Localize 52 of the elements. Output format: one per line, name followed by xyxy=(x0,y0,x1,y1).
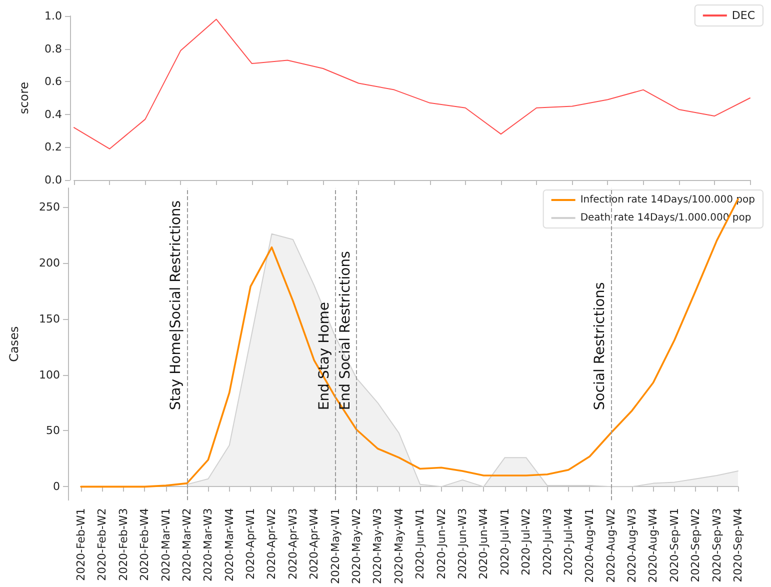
y-tick-label: 150 xyxy=(39,312,60,326)
y-tick-label: 50 xyxy=(46,424,60,438)
y-tick-label: 0.4 xyxy=(44,108,62,121)
x-tick-label: 2020-Sep-W2 xyxy=(689,508,702,582)
x-tick-label: 2020-Aug-W2 xyxy=(604,508,618,583)
ref-line-label: Social Restrictions xyxy=(592,282,608,410)
x-tick-label: 2020-May-W4 xyxy=(392,508,406,584)
x-tick-label: 2020-Mar-W1 xyxy=(159,508,172,582)
y-tick-label: 0.6 xyxy=(44,75,62,88)
ref-line-label: End Stay Home xyxy=(316,302,332,410)
x-tick-label: 2020-Feb-W3 xyxy=(116,508,130,581)
ref-line-label: End Social Restrictions xyxy=(338,251,354,410)
line-series xyxy=(74,18,750,150)
x-tick-label: 2020-Apr-W4 xyxy=(308,508,321,580)
y-tick-label: 0.0 xyxy=(44,174,62,186)
x-tick-label: 2020-Jul-W3 xyxy=(540,508,554,576)
x-tick-label: 2020-Jun-W3 xyxy=(456,508,469,580)
x-tick-label: 2020-Feb-W1 xyxy=(74,508,88,581)
x-tick-label: 2020-May-W3 xyxy=(371,508,384,584)
y-tick-label: 0.8 xyxy=(44,42,62,56)
y-tick-label: 250 xyxy=(39,200,60,214)
x-tick-label: 2020-Jul-W1 xyxy=(498,508,512,576)
x-tick-label: 2020-Sep-W1 xyxy=(668,508,681,582)
y-axis-title: score xyxy=(17,82,31,114)
x-tick-label: 2020-Aug-W3 xyxy=(626,508,639,583)
x-tick-label: 2020-Apr-W2 xyxy=(265,508,278,580)
x-tick-label: 2020-Sep-W3 xyxy=(710,508,724,582)
x-tick-label: 2020-Feb-W4 xyxy=(138,508,152,581)
legend-label: DEC xyxy=(732,9,756,22)
x-tick-label: 2020-Mar-W3 xyxy=(202,508,215,582)
y-tick-label: 0 xyxy=(53,480,60,494)
y-tick-label: 0.2 xyxy=(44,140,62,154)
x-tick-label: 2020-Jun-W4 xyxy=(477,508,490,580)
x-tick-label: 2020-Sep-W4 xyxy=(732,508,744,582)
x-tick-label: 2020-Apr-W1 xyxy=(244,508,258,580)
x-tick-label: 2020-Jun-W1 xyxy=(414,508,427,580)
x-tick-label: 2020-Mar-W4 xyxy=(222,508,236,582)
x-tick-label: 2020-May-W2 xyxy=(350,508,364,584)
x-tick-label: 2020-Jul-W2 xyxy=(520,508,533,576)
x-tick-label: 2020-Jun-W2 xyxy=(434,508,448,580)
x-tick-label: 2020-Aug-W4 xyxy=(646,508,660,583)
x-tick-label: 2020-Apr-W3 xyxy=(286,508,300,580)
y-axis-title: Cases xyxy=(7,326,21,362)
ref-line-label: Stay Home|Social Restrictions xyxy=(168,200,184,410)
y-tick-label: 100 xyxy=(39,368,60,382)
y-tick-label: 200 xyxy=(39,256,60,270)
x-tick-label: 2020-May-W1 xyxy=(328,508,342,584)
x-tick-label: 2020-Jul-W4 xyxy=(562,508,575,576)
y-tick-label: 1.0 xyxy=(44,10,62,22)
x-tick-label: 2020-Aug-W1 xyxy=(583,508,596,583)
x-tick-label: 2020-Mar-W2 xyxy=(180,508,194,582)
x-tick-label: 2020-Feb-W2 xyxy=(96,508,109,581)
